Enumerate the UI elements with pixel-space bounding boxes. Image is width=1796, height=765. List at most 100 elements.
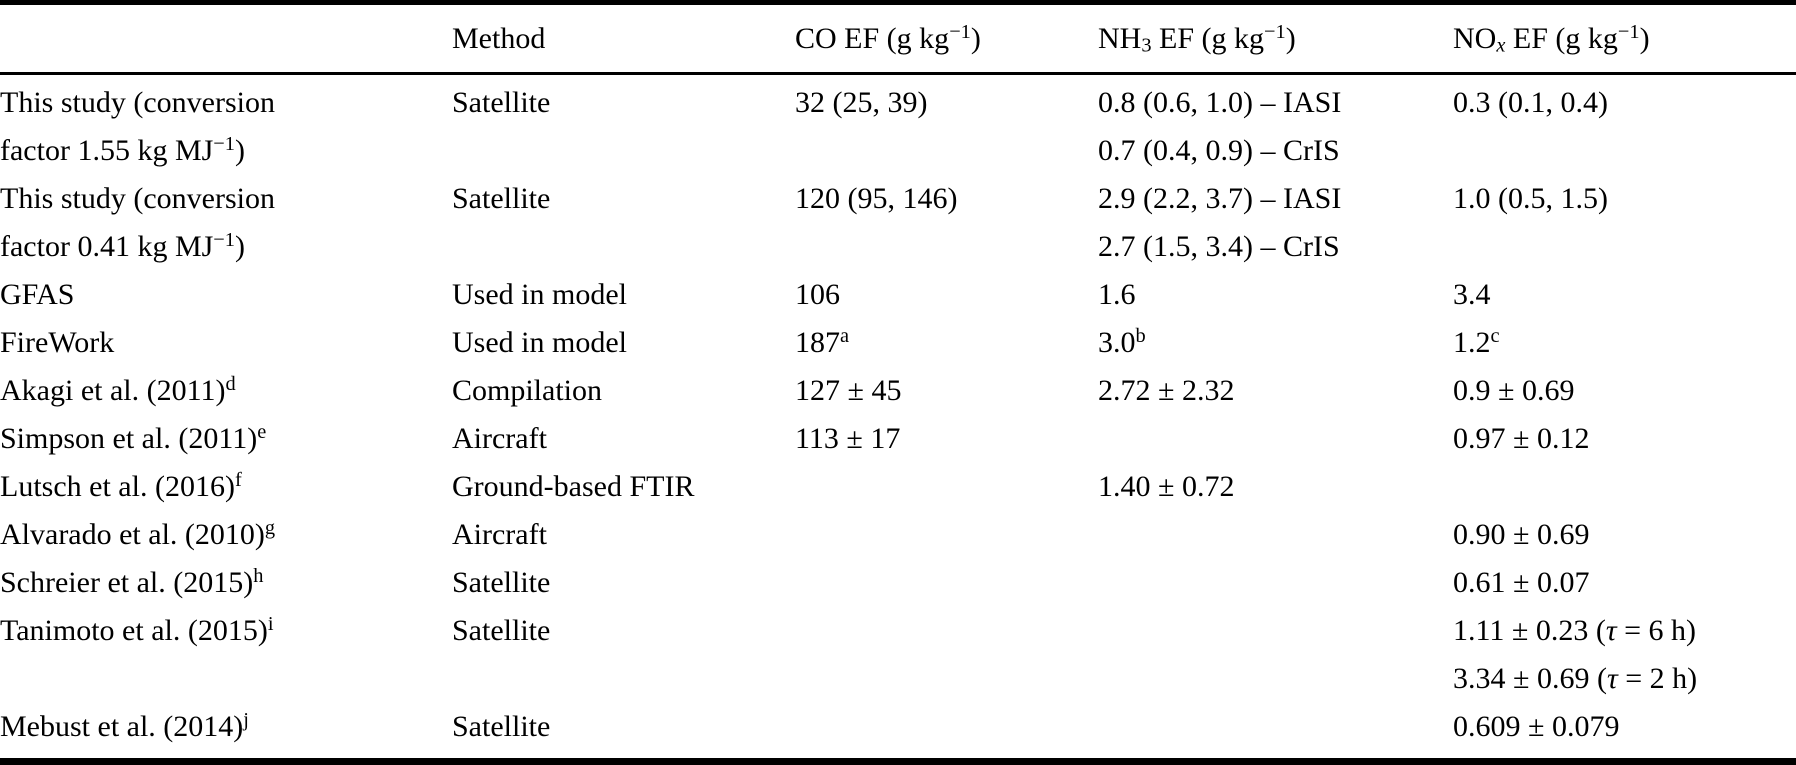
table-row: Mebust et al. (2014)j Satellite 0.609 ± 0.…	[0, 703, 1796, 762]
table-body: This study (conversion factor 1.55 kg MJ−…	[0, 74, 1796, 762]
cell-line: factor 1.55 kg MJ−1)	[0, 132, 245, 167]
cell-line: This study (conversion	[0, 182, 275, 215]
cell-nox-ef: 0.3 (0.1, 0.4)	[1453, 74, 1796, 176]
cell-nox-ef: 0.609 ± 0.079	[1453, 703, 1796, 762]
cell-line: 0.7 (0.4, 0.9) – CrIS	[1098, 134, 1340, 167]
cell-line: 1.11 ± 0.23 (τ = 6 h)	[1453, 614, 1697, 647]
cell-nh3-ef	[1098, 703, 1453, 762]
cell-method: Aircraft	[452, 511, 795, 559]
cell-co-ef: 120 (95, 146)	[795, 175, 1098, 271]
cell-method: Satellite	[452, 607, 795, 703]
cell-line: 0.97 ± 0.12	[1453, 422, 1590, 455]
cell-line: 2.9 (2.2, 3.7) – IASI	[1098, 182, 1342, 215]
header-row: Method CO EF (g kg−1) NH3 EF (g kg−1) NO…	[0, 2, 1796, 75]
table-row: Lutsch et al. (2016)f Ground-based FTIR 1.…	[0, 463, 1796, 511]
cell-method: Satellite	[452, 559, 795, 607]
cell-nox-ef: 1.11 ± 0.23 (τ = 6 h) 3.34 ± 0.69 (τ = 2 …	[1453, 607, 1796, 703]
cell-co-ef	[795, 559, 1098, 607]
cell-method: Satellite	[452, 175, 795, 271]
cell-nh3-ef: 2.72 ± 2.32	[1098, 367, 1453, 415]
cell-line: Aircraft	[452, 422, 547, 455]
cell-line: Ground-based FTIR	[452, 470, 695, 503]
cell-line: Compilation	[452, 374, 602, 407]
cell-nox-ef: 0.90 ± 0.69	[1453, 511, 1796, 559]
cell-nh3-ef	[1098, 415, 1453, 463]
column-header-co-ef: CO EF (g kg−1)	[795, 2, 1098, 75]
cell-line: GFAS	[0, 278, 75, 311]
table-row: GFAS Used in model 106 1.6 3.4	[0, 271, 1796, 319]
cell-name: FireWork	[0, 319, 452, 367]
cell-line: 0.90 ± 0.69	[1453, 518, 1590, 551]
cell-line: 2.7 (1.5, 3.4) – CrIS	[1098, 230, 1340, 263]
cell-nox-ef: 1.2c	[1453, 319, 1796, 367]
cell-line: Satellite	[452, 86, 551, 119]
cell-method: Satellite	[452, 703, 795, 762]
column-header-method: Method	[452, 2, 795, 75]
column-header-name	[0, 2, 452, 75]
cell-name: Schreier et al. (2015)h	[0, 559, 452, 607]
cell-line: Akagi et al. (2011)d	[0, 372, 236, 407]
cell-nh3-ef: 1.40 ± 0.72	[1098, 463, 1453, 511]
cell-line: 1.0 (0.5, 1.5)	[1453, 182, 1608, 215]
table-row: Schreier et al. (2015)h Satellite 0.61 ± 0…	[0, 559, 1796, 607]
cell-nox-ef: 0.9 ± 0.69	[1453, 367, 1796, 415]
cell-line: Used in model	[452, 278, 627, 311]
cell-co-ef	[795, 703, 1098, 762]
cell-name: Mebust et al. (2014)j	[0, 703, 452, 762]
cell-nh3-ef: 1.6	[1098, 271, 1453, 319]
cell-line: Satellite	[452, 566, 551, 599]
cell-name: Tanimoto et al. (2015)i	[0, 607, 452, 703]
cell-line: 2.72 ± 2.32	[1098, 374, 1235, 407]
cell-line: 106	[795, 278, 840, 311]
cell-method: Compilation	[452, 367, 795, 415]
cell-co-ef: 32 (25, 39)	[795, 74, 1098, 176]
cell-line: 187a	[795, 324, 850, 359]
cell-line: 0.9 ± 0.69	[1453, 374, 1575, 407]
cell-line: Lutsch et al. (2016)f	[0, 468, 242, 503]
cell-co-ef: 113 ± 17	[795, 415, 1098, 463]
cell-nh3-ef: 3.0b	[1098, 319, 1453, 367]
cell-nh3-ef: 0.8 (0.6, 1.0) – IASI 0.7 (0.4, 0.9) – Cr…	[1098, 74, 1453, 176]
cell-nox-ef	[1453, 463, 1796, 511]
cell-line: Simpson et al. (2011)e	[0, 420, 267, 455]
table-row: Simpson et al. (2011)e Aircraft 113 ± 17 0.…	[0, 415, 1796, 463]
cell-line: Aircraft	[452, 518, 547, 551]
cell-co-ef	[795, 607, 1098, 703]
cell-line: 1.6	[1098, 278, 1136, 311]
cell-line: 113 ± 17	[795, 422, 901, 455]
cell-line: Alvarado et al. (2010)g	[0, 516, 276, 551]
cell-line: 120 (95, 146)	[795, 182, 958, 215]
cell-line: 1.40 ± 0.72	[1098, 470, 1235, 503]
cell-nh3-ef	[1098, 607, 1453, 703]
cell-line: 0.3 (0.1, 0.4)	[1453, 86, 1608, 119]
cell-line: Satellite	[452, 710, 551, 743]
cell-name: This study (conversion factor 1.55 kg MJ−…	[0, 74, 452, 176]
table-row: Tanimoto et al. (2015)i Satellite 1.11 ± 0…	[0, 607, 1796, 703]
cell-line: Satellite	[452, 182, 551, 215]
cell-line: Tanimoto et al. (2015)i	[0, 612, 274, 647]
cell-name: This study (conversion factor 0.41 kg MJ−…	[0, 175, 452, 271]
column-header-nh3-ef: NH3 EF (g kg−1)	[1098, 2, 1453, 75]
cell-nox-ef: 0.97 ± 0.12	[1453, 415, 1796, 463]
cell-method: Used in model	[452, 319, 795, 367]
cell-line: 0.8 (0.6, 1.0) – IASI	[1098, 86, 1342, 119]
table-row: This study (conversion factor 1.55 kg MJ−…	[0, 74, 1796, 176]
cell-line: factor 0.41 kg MJ−1)	[0, 228, 245, 263]
table-row: FireWork Used in model 187a 3.0b 1.2c	[0, 319, 1796, 367]
cell-nox-ef: 3.4	[1453, 271, 1796, 319]
cell-line: FireWork	[0, 326, 115, 359]
cell-name: Akagi et al. (2011)d	[0, 367, 452, 415]
cell-name: Alvarado et al. (2010)g	[0, 511, 452, 559]
column-header-nox-ef: NOx EF (g kg−1)	[1453, 2, 1796, 75]
cell-nh3-ef: 2.9 (2.2, 3.7) – IASI 2.7 (1.5, 3.4) – Cr…	[1098, 175, 1453, 271]
cell-co-ef	[795, 463, 1098, 511]
cell-method: Satellite	[452, 74, 795, 176]
cell-name: Simpson et al. (2011)e	[0, 415, 452, 463]
cell-method: Ground-based FTIR	[452, 463, 795, 511]
cell-line: Schreier et al. (2015)h	[0, 564, 264, 599]
cell-method: Aircraft	[452, 415, 795, 463]
table-row: Alvarado et al. (2010)g Aircraft 0.90 ± 0.…	[0, 511, 1796, 559]
cell-line: Used in model	[452, 326, 627, 359]
cell-line: 0.61 ± 0.07	[1453, 566, 1590, 599]
cell-line: Satellite	[452, 614, 551, 647]
